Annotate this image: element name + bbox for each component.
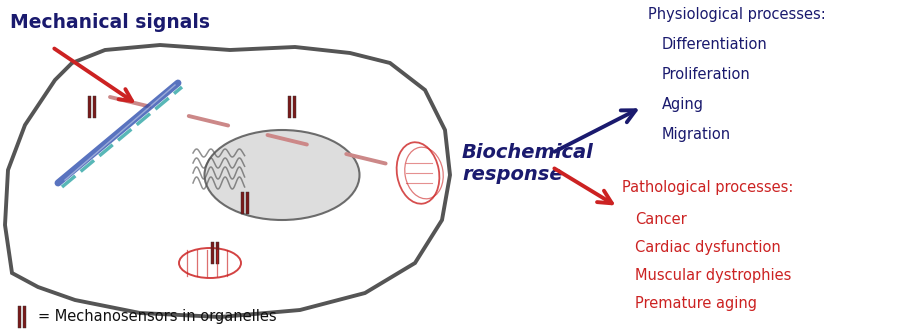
Text: Migration: Migration — [662, 127, 731, 142]
Text: Premature aging: Premature aging — [635, 296, 757, 311]
Text: Muscular dystrophies: Muscular dystrophies — [635, 268, 791, 283]
Text: Biochemical
response: Biochemical response — [462, 142, 594, 184]
Text: Aging: Aging — [662, 97, 704, 112]
Text: Mechanical signals: Mechanical signals — [10, 13, 210, 32]
FancyBboxPatch shape — [18, 306, 22, 328]
FancyBboxPatch shape — [211, 242, 214, 264]
FancyBboxPatch shape — [93, 96, 96, 118]
Text: Differentiation: Differentiation — [662, 37, 768, 52]
FancyBboxPatch shape — [241, 192, 244, 214]
Text: Cancer: Cancer — [635, 212, 687, 227]
FancyBboxPatch shape — [216, 242, 220, 264]
Text: Proliferation: Proliferation — [662, 67, 751, 82]
FancyBboxPatch shape — [22, 306, 26, 328]
Text: Physiological processes:: Physiological processes: — [648, 7, 826, 22]
Ellipse shape — [204, 130, 359, 220]
FancyBboxPatch shape — [292, 96, 296, 118]
FancyBboxPatch shape — [288, 96, 292, 118]
Text: = Mechanosensors in organelles: = Mechanosensors in organelles — [38, 310, 276, 325]
FancyBboxPatch shape — [88, 96, 91, 118]
Text: Pathological processes:: Pathological processes: — [622, 180, 794, 195]
FancyBboxPatch shape — [246, 192, 249, 214]
Text: Cardiac dysfunction: Cardiac dysfunction — [635, 240, 781, 255]
